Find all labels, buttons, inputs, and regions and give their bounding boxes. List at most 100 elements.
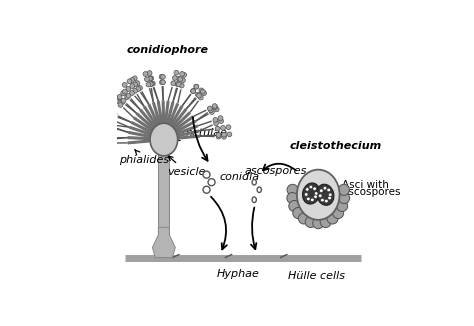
Circle shape [98,120,103,125]
Circle shape [148,76,153,81]
Circle shape [126,87,131,91]
Text: cleistothecium: cleistothecium [289,141,382,151]
Circle shape [116,96,120,101]
Circle shape [314,195,317,199]
Circle shape [305,216,316,228]
Circle shape [129,78,135,82]
Circle shape [173,76,177,80]
Ellipse shape [150,123,178,156]
Circle shape [111,93,116,98]
Circle shape [161,74,165,79]
Circle shape [146,82,151,87]
Text: Hülle cells: Hülle cells [289,271,346,281]
Circle shape [191,89,196,94]
Circle shape [299,213,310,224]
Circle shape [176,82,181,87]
Circle shape [289,200,300,212]
Ellipse shape [297,170,339,220]
Circle shape [219,119,224,124]
Circle shape [319,194,322,198]
Text: Hyphae: Hyphae [217,269,259,279]
Text: phialides: phialides [118,150,169,165]
Circle shape [107,111,111,116]
Text: metulae: metulae [175,128,228,141]
Circle shape [307,197,310,200]
Circle shape [304,193,308,196]
Circle shape [313,218,324,229]
Circle shape [222,134,227,139]
Circle shape [117,95,122,99]
Circle shape [197,93,201,98]
Circle shape [201,91,206,96]
Circle shape [338,193,350,203]
Circle shape [161,80,165,85]
Circle shape [226,125,231,130]
Polygon shape [158,152,169,235]
Circle shape [227,132,232,137]
Circle shape [110,95,115,100]
Circle shape [125,95,129,99]
Circle shape [181,78,185,82]
Circle shape [218,116,223,121]
Circle shape [121,91,126,96]
Circle shape [221,132,227,137]
Circle shape [191,89,195,94]
Circle shape [101,138,106,142]
Circle shape [209,108,213,112]
Circle shape [109,122,113,127]
Circle shape [122,82,127,87]
Text: Asci with: Asci with [342,180,389,190]
Circle shape [214,121,219,126]
Circle shape [196,92,201,97]
Circle shape [216,134,221,139]
Circle shape [137,85,142,90]
Circle shape [325,200,328,203]
Circle shape [175,82,180,86]
Circle shape [216,133,221,137]
Circle shape [194,84,199,89]
Circle shape [136,87,141,91]
Circle shape [111,113,117,118]
Circle shape [101,136,106,141]
Circle shape [203,171,210,178]
Circle shape [118,103,123,107]
Circle shape [293,207,304,218]
Circle shape [127,79,132,84]
Circle shape [145,77,149,82]
Circle shape [213,117,218,122]
Circle shape [212,104,217,109]
Circle shape [287,184,298,195]
Circle shape [174,70,179,75]
Text: vesicle: vesicle [168,156,206,177]
Circle shape [180,71,184,76]
Circle shape [149,76,154,81]
Circle shape [333,207,344,218]
Circle shape [313,187,316,190]
Circle shape [199,88,204,93]
Circle shape [103,122,108,126]
Ellipse shape [302,183,320,204]
Circle shape [107,141,111,145]
Circle shape [108,125,113,129]
Circle shape [98,121,102,126]
Circle shape [135,81,140,85]
Circle shape [150,81,155,86]
Circle shape [133,82,137,87]
Circle shape [323,186,327,190]
Circle shape [159,74,164,79]
Circle shape [176,76,181,81]
Circle shape [143,72,148,76]
Circle shape [107,110,112,114]
Circle shape [327,188,330,192]
Circle shape [126,94,131,98]
Ellipse shape [257,187,261,192]
Circle shape [321,199,324,202]
Circle shape [182,72,186,77]
Circle shape [112,112,117,117]
Circle shape [199,95,203,100]
Text: conidiophore: conidiophore [127,45,209,55]
Circle shape [150,82,155,86]
Circle shape [114,99,119,104]
Circle shape [105,115,110,120]
Circle shape [103,122,108,127]
